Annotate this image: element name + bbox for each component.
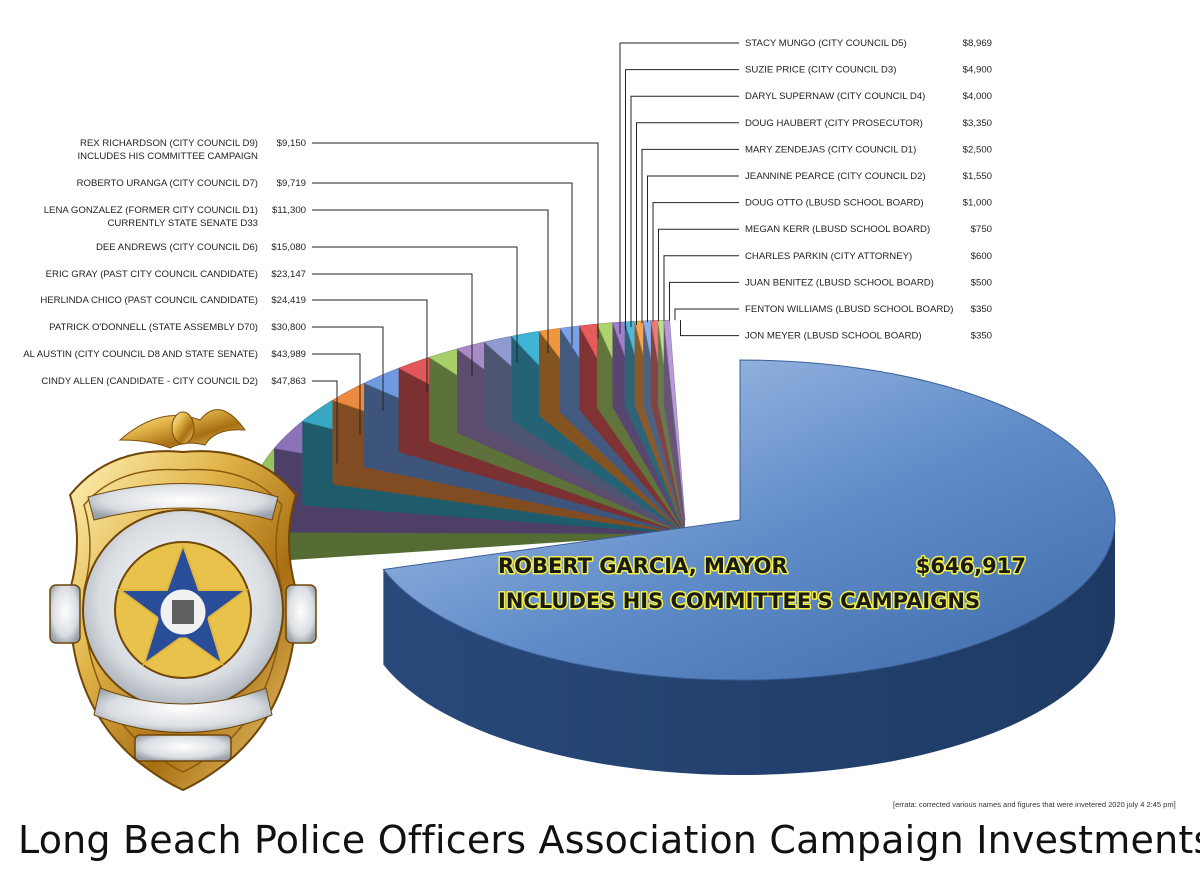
slice-label: JON MEYER (LBUSD SCHOOL BOARD) (745, 331, 922, 342)
slice-label: STACY MUNGO (CITY COUNCIL D5) (745, 38, 907, 49)
slice-amount: $3,350 (963, 118, 992, 129)
slice-robert-garcia (382, 359, 1116, 681)
leader-line (636, 122, 739, 325)
slice-label: ROBERTO URANGA (CITY COUNCIL D7) (77, 178, 258, 189)
slice-jon-meyer-side (663, 320, 685, 534)
slice-amount: $350 (971, 331, 992, 342)
slice-label: AL AUSTIN (CITY COUNCIL D8 AND STATE SEN… (23, 349, 258, 360)
lbpoa-badge-logo (49, 409, 317, 792)
main-slice-amount: $646,917 (916, 554, 1026, 578)
slice-label: HERLINDA CHICO (PAST COUNCIL CANDIDATE) (40, 295, 258, 306)
leader-line (652, 202, 739, 322)
slice-amount: $47,863 (271, 376, 306, 387)
leader-line (312, 353, 361, 435)
slice-label: CINDY ALLEN (CANDIDATE - CITY COUNCIL D2… (41, 376, 258, 387)
slice-label: MARY ZENDEJAS (CITY COUNCIL D1) (745, 144, 916, 155)
leader-line (312, 246, 518, 363)
slice-amount: $30,800 (271, 322, 306, 333)
leader-line (630, 95, 739, 328)
slice-amount: $600 (971, 251, 992, 262)
slice-label: JUAN BENITEZ (LBUSD SCHOOL BOARD) (745, 277, 934, 288)
slice-label: DARYL SUPERNAW (CITY COUNCIL D4) (745, 91, 925, 102)
main-slice-name: ROBERT GARCIA, MAYOR (498, 554, 788, 578)
leader-line (312, 209, 549, 354)
slice-amount: $1,000 (963, 198, 992, 209)
leader-lines (312, 42, 739, 464)
slice-labels: STACY MUNGO (CITY COUNCIL D5) $8,969 SUZIE… (23, 38, 992, 387)
slice-label: DOUG HAUBERT (CITY PROSECUTOR) (745, 118, 923, 129)
slice-label: MEGAN KERR (LBUSD SCHOOL BOARD) (745, 224, 930, 235)
leader-line (619, 42, 739, 334)
slice-amount: $1,550 (963, 171, 992, 182)
slice-label: CHARLES PARKIN (CITY ATTORNEY) (745, 251, 912, 262)
slice-amount: $43,989 (271, 349, 306, 360)
leader-line (312, 326, 384, 411)
slice-label: ERIC GRAY (PAST CITY COUNCIL CANDIDATE) (46, 269, 258, 280)
slice-label-line2: INCLUDES HIS COMMITTEE CAMPAIGN (77, 151, 258, 162)
leader-line (669, 281, 739, 321)
slice-amount: $9,719 (277, 178, 306, 189)
slice-amount: $2,500 (963, 144, 992, 155)
slice-label: LENA GONZALEZ (FORMER CITY COUNCIL D1) (44, 205, 258, 216)
main-slice-label: ROBERT GARCIA, MAYOR $646,917 INCLUDES H… (497, 553, 1028, 615)
errata-note: [errata: corrected various names and fig… (893, 800, 1176, 809)
leader-line (312, 142, 599, 340)
slice-amount: $750 (971, 224, 992, 235)
leader-line (658, 228, 739, 322)
slice-amount: $4,900 (963, 65, 992, 76)
main-slice-sublabel: INCLUDES HIS COMMITTEE'S CAMPAIGNS (498, 589, 980, 613)
slice-robert-garcia-side (383, 520, 1115, 775)
slice-label-line2: CURRENTLY STATE SENATE D33 (107, 218, 258, 229)
leader-line (680, 320, 739, 337)
slice-amount: $24,419 (271, 295, 306, 306)
slice-label: SUZIE PRICE (CITY COUNCIL D3) (745, 65, 896, 76)
leader-line (647, 175, 739, 323)
slice-amount: $9,150 (277, 138, 306, 149)
slice-amount: $4,000 (963, 91, 992, 102)
leader-line (674, 308, 739, 321)
slice-amount: $23,147 (271, 269, 306, 280)
leader-line (641, 148, 739, 324)
slice-amount: $350 (971, 304, 992, 315)
leader-line (312, 299, 428, 392)
slice-label: DOUG OTTO (LBUSD SCHOOL BOARD) (745, 198, 924, 209)
slice-amount: $8,969 (963, 38, 992, 49)
slice-label: PATRICK O'DONNELL (STATE ASSEMBLY D70) (49, 322, 258, 333)
leader-line (663, 255, 739, 321)
leader-line (312, 380, 338, 464)
slice-label: JEANNINE PEARCE (CITY COUNCIL D2) (745, 171, 926, 182)
slice-amount: $15,080 (271, 242, 306, 253)
chart-title: Long Beach Police Officers Association C… (18, 818, 1200, 862)
pie-slices (254, 319, 1116, 775)
leader-line (625, 69, 739, 330)
leader-line (312, 273, 473, 376)
slice-label: FENTON WILLIAMS (LBUSD SCHOOL BOARD) (745, 304, 953, 315)
slice-label: DEE ANDREWS (CITY COUNCIL D6) (96, 242, 258, 253)
slice-amount: $11,300 (272, 205, 306, 216)
slice-amount: $500 (971, 277, 992, 288)
leader-line (312, 182, 573, 346)
slice-label: REX RICHARDSON (CITY COUNCIL D9) (80, 138, 258, 149)
